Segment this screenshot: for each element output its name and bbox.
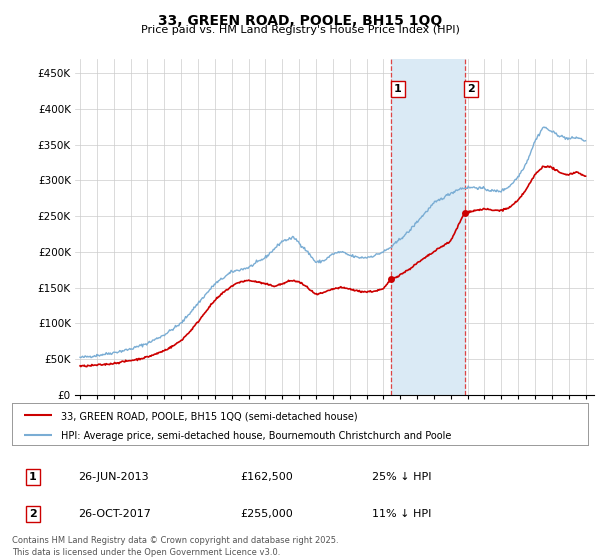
Text: 33, GREEN ROAD, POOLE, BH15 1QQ: 33, GREEN ROAD, POOLE, BH15 1QQ xyxy=(158,14,442,28)
Text: 1: 1 xyxy=(394,84,402,94)
Text: Price paid vs. HM Land Registry's House Price Index (HPI): Price paid vs. HM Land Registry's House … xyxy=(140,25,460,35)
Text: HPI: Average price, semi-detached house, Bournemouth Christchurch and Poole: HPI: Average price, semi-detached house,… xyxy=(61,431,451,441)
Text: £162,500: £162,500 xyxy=(240,472,293,482)
Text: 1: 1 xyxy=(29,472,37,482)
Text: 26-JUN-2013: 26-JUN-2013 xyxy=(78,472,149,482)
Text: £255,000: £255,000 xyxy=(240,509,293,519)
Text: 2: 2 xyxy=(29,509,37,519)
Text: 26-OCT-2017: 26-OCT-2017 xyxy=(78,509,151,519)
Text: 33, GREEN ROAD, POOLE, BH15 1QQ (semi-detached house): 33, GREEN ROAD, POOLE, BH15 1QQ (semi-de… xyxy=(61,412,358,422)
Text: 11% ↓ HPI: 11% ↓ HPI xyxy=(372,509,431,519)
Text: 25% ↓ HPI: 25% ↓ HPI xyxy=(372,472,431,482)
Text: Contains HM Land Registry data © Crown copyright and database right 2025.
This d: Contains HM Land Registry data © Crown c… xyxy=(12,536,338,557)
Bar xyxy=(391,59,464,395)
Text: 2: 2 xyxy=(467,84,475,94)
